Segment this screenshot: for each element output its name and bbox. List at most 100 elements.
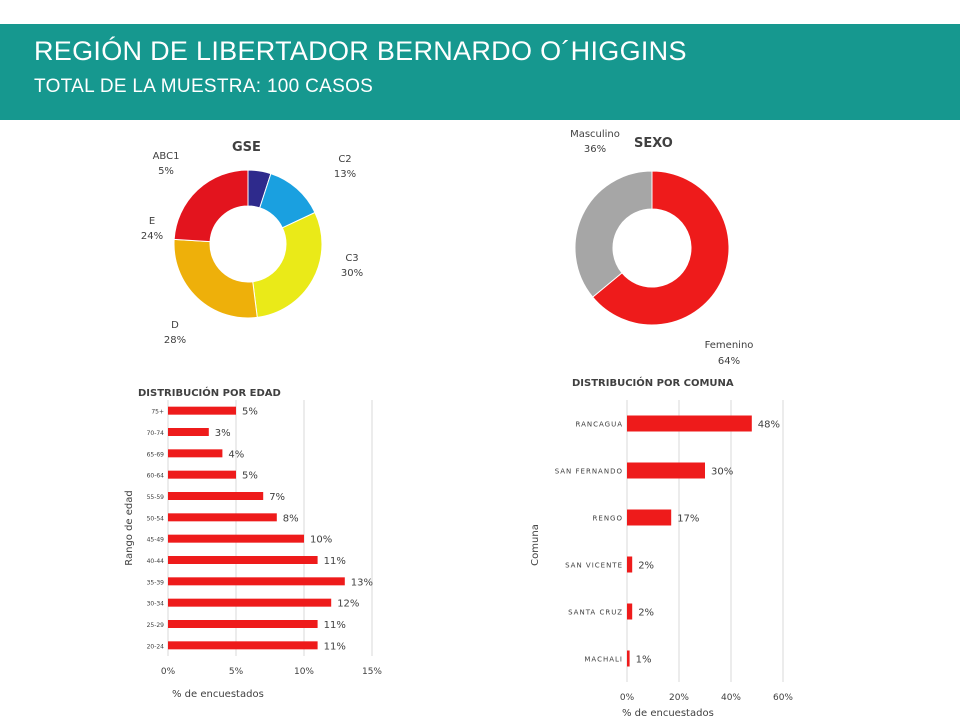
age-category-label: 55-59 bbox=[147, 494, 165, 501]
svg-text:36%: 36% bbox=[584, 144, 606, 155]
age-value-label: 4% bbox=[228, 449, 244, 460]
comuna-bar-san-fernando bbox=[627, 462, 705, 479]
header-banner: REGIÓN DE LIBERTADOR BERNARDO O´HIGGINS … bbox=[0, 24, 960, 120]
age-bar-20-24 bbox=[168, 641, 318, 650]
svg-text:C3: C3 bbox=[345, 253, 358, 264]
age-category-label: 70-74 bbox=[147, 430, 165, 437]
svg-text:D: D bbox=[171, 320, 179, 331]
age-value-label: 11% bbox=[324, 620, 346, 631]
comuna-bar-rengo bbox=[627, 509, 672, 526]
sexo-slice-femenino bbox=[591, 170, 730, 326]
gse-slice-e bbox=[173, 169, 249, 243]
age-value-label: 11% bbox=[324, 556, 346, 567]
sexo-label-femenino: Femenino 64% bbox=[705, 340, 754, 367]
gse-label-c3: C3 30% bbox=[341, 253, 363, 279]
gse-label-e: E 24% bbox=[141, 216, 163, 242]
gse-label-abc1: ABC1 5% bbox=[153, 151, 180, 177]
svg-text:E: E bbox=[149, 216, 155, 227]
comuna-value-label: 30% bbox=[711, 467, 733, 478]
comuna-category-label: SANTA CRUZ bbox=[568, 609, 623, 617]
comuna-chart-title: DISTRIBUCIÓN POR COMUNA bbox=[572, 376, 734, 389]
svg-text:24%: 24% bbox=[141, 231, 163, 242]
age-value-label: 12% bbox=[337, 599, 359, 610]
comuna-category-label: MACHALI bbox=[584, 656, 623, 664]
age-bar-35-39 bbox=[168, 577, 345, 586]
comuna-value-label: 48% bbox=[758, 420, 780, 431]
comuna-category-label: RENGO bbox=[593, 515, 623, 523]
age-bar-75 bbox=[168, 406, 236, 415]
sexo-label-masculino: Masculino 36% bbox=[570, 129, 620, 155]
age-bar-70-74 bbox=[168, 428, 209, 436]
gse-slice-d bbox=[173, 238, 258, 319]
comuna-value-label: 2% bbox=[638, 561, 654, 572]
age-bar-30-34 bbox=[168, 598, 332, 607]
age-y-axis-title: Rango de edad bbox=[124, 490, 135, 566]
age-value-label: 10% bbox=[310, 535, 332, 546]
age-category-label: 35-39 bbox=[147, 579, 165, 586]
comuna-value-label: 1% bbox=[636, 655, 652, 666]
svg-text:5%: 5% bbox=[158, 166, 174, 177]
age-value-label: 3% bbox=[215, 428, 231, 439]
age-bar-55-59 bbox=[168, 492, 264, 500]
age-category-label: 30-34 bbox=[147, 601, 165, 608]
age-category-label: 60-64 bbox=[147, 473, 165, 480]
sexo-chart-title: SEXO bbox=[634, 136, 673, 151]
age-x-tick-label: 10% bbox=[294, 667, 314, 677]
comuna-x-axis-title: % de encuestados bbox=[622, 708, 714, 719]
age-category-label: 25-29 bbox=[147, 622, 165, 629]
age-bar-60-64 bbox=[168, 470, 236, 479]
svg-text:64%: 64% bbox=[718, 356, 740, 367]
page-subtitle: TOTAL DE LA MUESTRA: 100 CASOS bbox=[34, 76, 374, 97]
age-value-label: 8% bbox=[283, 513, 299, 524]
age-value-label: 5% bbox=[242, 471, 258, 482]
comuna-bar-san-vicente bbox=[627, 556, 633, 573]
comuna-x-tick-label: 0% bbox=[620, 693, 635, 703]
age-category-label: 20-24 bbox=[147, 643, 165, 650]
gse-chart-title: GSE bbox=[232, 140, 261, 155]
comuna-bar-santa-cruz bbox=[627, 603, 633, 620]
svg-text:Femenino: Femenino bbox=[705, 340, 754, 351]
gse-label-c2: C2 13% bbox=[334, 154, 356, 180]
age-x-tick-label: 5% bbox=[229, 667, 244, 677]
age-bar-65-69 bbox=[168, 449, 223, 458]
svg-text:28%: 28% bbox=[164, 335, 186, 346]
gse-label-d: D 28% bbox=[164, 320, 186, 346]
comuna-value-label: 2% bbox=[638, 608, 654, 619]
age-category-label: 50-54 bbox=[147, 515, 165, 522]
svg-text:13%: 13% bbox=[334, 169, 356, 180]
svg-text:C2: C2 bbox=[338, 154, 351, 165]
age-x-tick-label: 0% bbox=[161, 667, 176, 677]
age-x-axis-title: % de encuestados bbox=[172, 689, 264, 700]
comuna-x-tick-label: 40% bbox=[721, 693, 741, 703]
age-bar-50-54 bbox=[168, 513, 277, 522]
age-category-label: 75+ bbox=[151, 409, 164, 416]
age-value-label: 5% bbox=[242, 407, 258, 418]
svg-text:ABC1: ABC1 bbox=[153, 151, 180, 162]
age-bar-25-29 bbox=[168, 620, 318, 628]
svg-text:Masculino: Masculino bbox=[570, 129, 620, 140]
age-bar-45-49 bbox=[168, 534, 304, 543]
comuna-value-label: 17% bbox=[677, 514, 699, 525]
comuna-x-tick-label: 60% bbox=[773, 693, 793, 703]
age-value-label: 13% bbox=[351, 577, 373, 588]
age-bar-40-44 bbox=[168, 556, 318, 564]
age-value-label: 7% bbox=[269, 492, 285, 503]
comuna-category-label: RANCAGUA bbox=[576, 421, 624, 429]
page-title: REGIÓN DE LIBERTADOR BERNARDO O´HIGGINS bbox=[34, 36, 687, 66]
svg-text:30%: 30% bbox=[341, 268, 363, 279]
age-category-label: 40-44 bbox=[147, 558, 165, 565]
age-category-label: 45-49 bbox=[147, 537, 165, 544]
comuna-bar-rancagua bbox=[627, 415, 752, 432]
comuna-category-label: SAN VICENTE bbox=[565, 562, 623, 570]
comuna-y-axis-title: Comuna bbox=[530, 524, 541, 566]
age-chart-title: DISTRIBUCIÓN POR EDAD bbox=[138, 386, 281, 399]
comuna-category-label: SAN FERNANDO bbox=[555, 468, 623, 476]
age-value-label: 11% bbox=[324, 641, 346, 652]
sexo-slice-masculino bbox=[574, 170, 653, 298]
comuna-bar-machali bbox=[627, 650, 630, 667]
comuna-x-tick-label: 20% bbox=[669, 693, 689, 703]
